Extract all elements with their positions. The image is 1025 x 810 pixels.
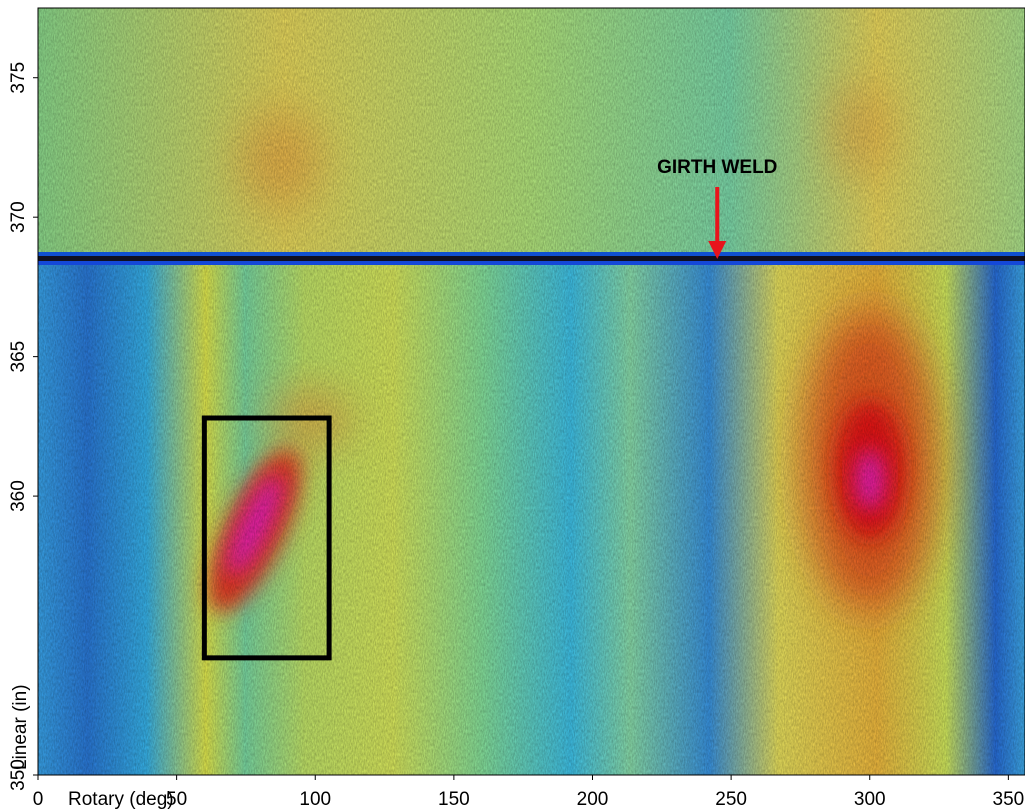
annotation-text: GIRTH WELD (657, 157, 777, 178)
x-tick-label: 50 (166, 789, 187, 810)
plot-frame (37, 7, 1025, 776)
x-tick-label: 250 (715, 789, 747, 810)
highlight-box (201, 415, 332, 661)
x-tick-label: 200 (577, 789, 609, 810)
x-tick-label: 150 (438, 789, 470, 810)
y-axis-label: Linear (in) (10, 684, 31, 770)
x-tick-label: 350 (993, 789, 1025, 810)
y-tick-label: 365 (8, 341, 29, 373)
x-tick-label: 100 (299, 789, 331, 810)
annotation-arrowhead (708, 241, 727, 260)
x-axis-label: Rotary (deg) (68, 789, 174, 810)
y-tick-label: 375 (8, 62, 29, 94)
y-tick-label: 350 (8, 759, 29, 791)
x-tick-label: 300 (854, 789, 886, 810)
x-tick-label: 0 (33, 789, 44, 810)
y-tick-label: 360 (8, 480, 29, 512)
y-tick-label: 370 (8, 201, 29, 233)
heatmap (38, 8, 1025, 775)
